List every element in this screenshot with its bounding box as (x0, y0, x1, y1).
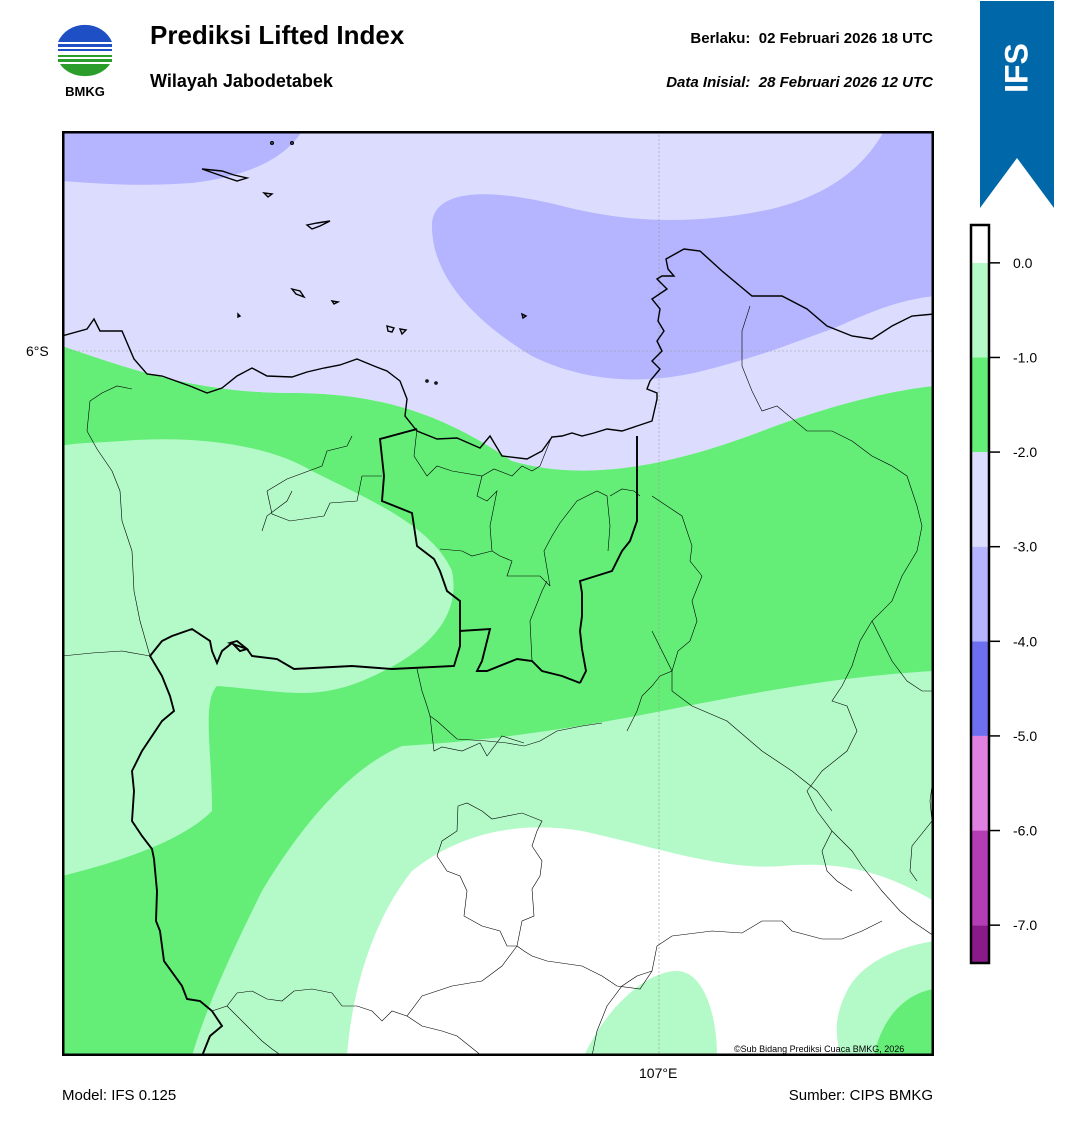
islands (201, 140, 528, 385)
coastline (62, 248, 934, 460)
fill-white-region (347, 827, 934, 1056)
colorbar-bin (971, 452, 989, 547)
colorbar-tick-label: -1.0 (1013, 349, 1037, 365)
source-label: Sumber: CIPS BMKG (788, 1087, 933, 1104)
regency-boundaries (62, 305, 934, 1056)
fill-green-spot (874, 989, 934, 1056)
province-boundary (378, 428, 581, 684)
colorbar: 0.0 -1.0 -2.0 -3.0 -4.0 -5.0 -6.0 -7.0 (969, 223, 1037, 965)
fill-green-band (62, 346, 934, 1056)
ifs-ribbon (980, 0, 1054, 208)
colorbar-bin (971, 830, 989, 926)
colorbar-tick-label: -6.0 (1013, 823, 1037, 839)
valid-time: Berlaku: 02 Februari 2026 18 UTC (690, 30, 933, 47)
map-title: Prediksi Lifted Index (150, 20, 405, 50)
ribbon-label: IFS (998, 43, 1035, 93)
colorbar-tick-label: -4.0 (1013, 633, 1037, 649)
colorbar-bin (971, 641, 989, 736)
colorbar-bin (971, 546, 989, 642)
colorbar-bin (971, 225, 989, 263)
bmkg-logo-icon (54, 20, 116, 80)
province-boundary (578, 436, 638, 684)
colorbar-frame (969, 223, 991, 965)
map-frame (62, 131, 934, 1056)
colorbar-bin (971, 735, 989, 831)
model-label: Model: IFS 0.125 (62, 1087, 177, 1104)
colorbar-tick-label: -3.0 (1013, 539, 1037, 555)
colorbar-tick-label: 0.0 (1013, 255, 1033, 271)
map-subtitle: Wilayah Jabodetabek (150, 71, 333, 91)
fill-lavender-topleft (62, 131, 302, 185)
map-credit: ©Sub Bidang Prediksi Cuaca BMKG, 2026 (734, 1044, 904, 1054)
lifted-index-map: ©Sub Bidang Prediksi Cuaca BMKG, 2026 (62, 131, 934, 1056)
logo-text: BMKG (65, 84, 105, 99)
colorbar-tick-label: -2.0 (1013, 444, 1037, 460)
colorbar-tick-label: -5.0 (1013, 728, 1037, 744)
colorbar-bin (971, 925, 989, 963)
fill-lavender-center (432, 131, 934, 380)
lon-label: 107°E (639, 1065, 678, 1081)
colorbar-bin (971, 357, 989, 453)
colorbar-tick-label: -7.0 (1013, 917, 1037, 933)
province-boundary (131, 627, 461, 1056)
colorbar-bin (971, 262, 989, 358)
init-time: Data Inisial: 28 Februari 2026 12 UTC (666, 74, 933, 91)
lat-label: 6°S (26, 343, 49, 359)
